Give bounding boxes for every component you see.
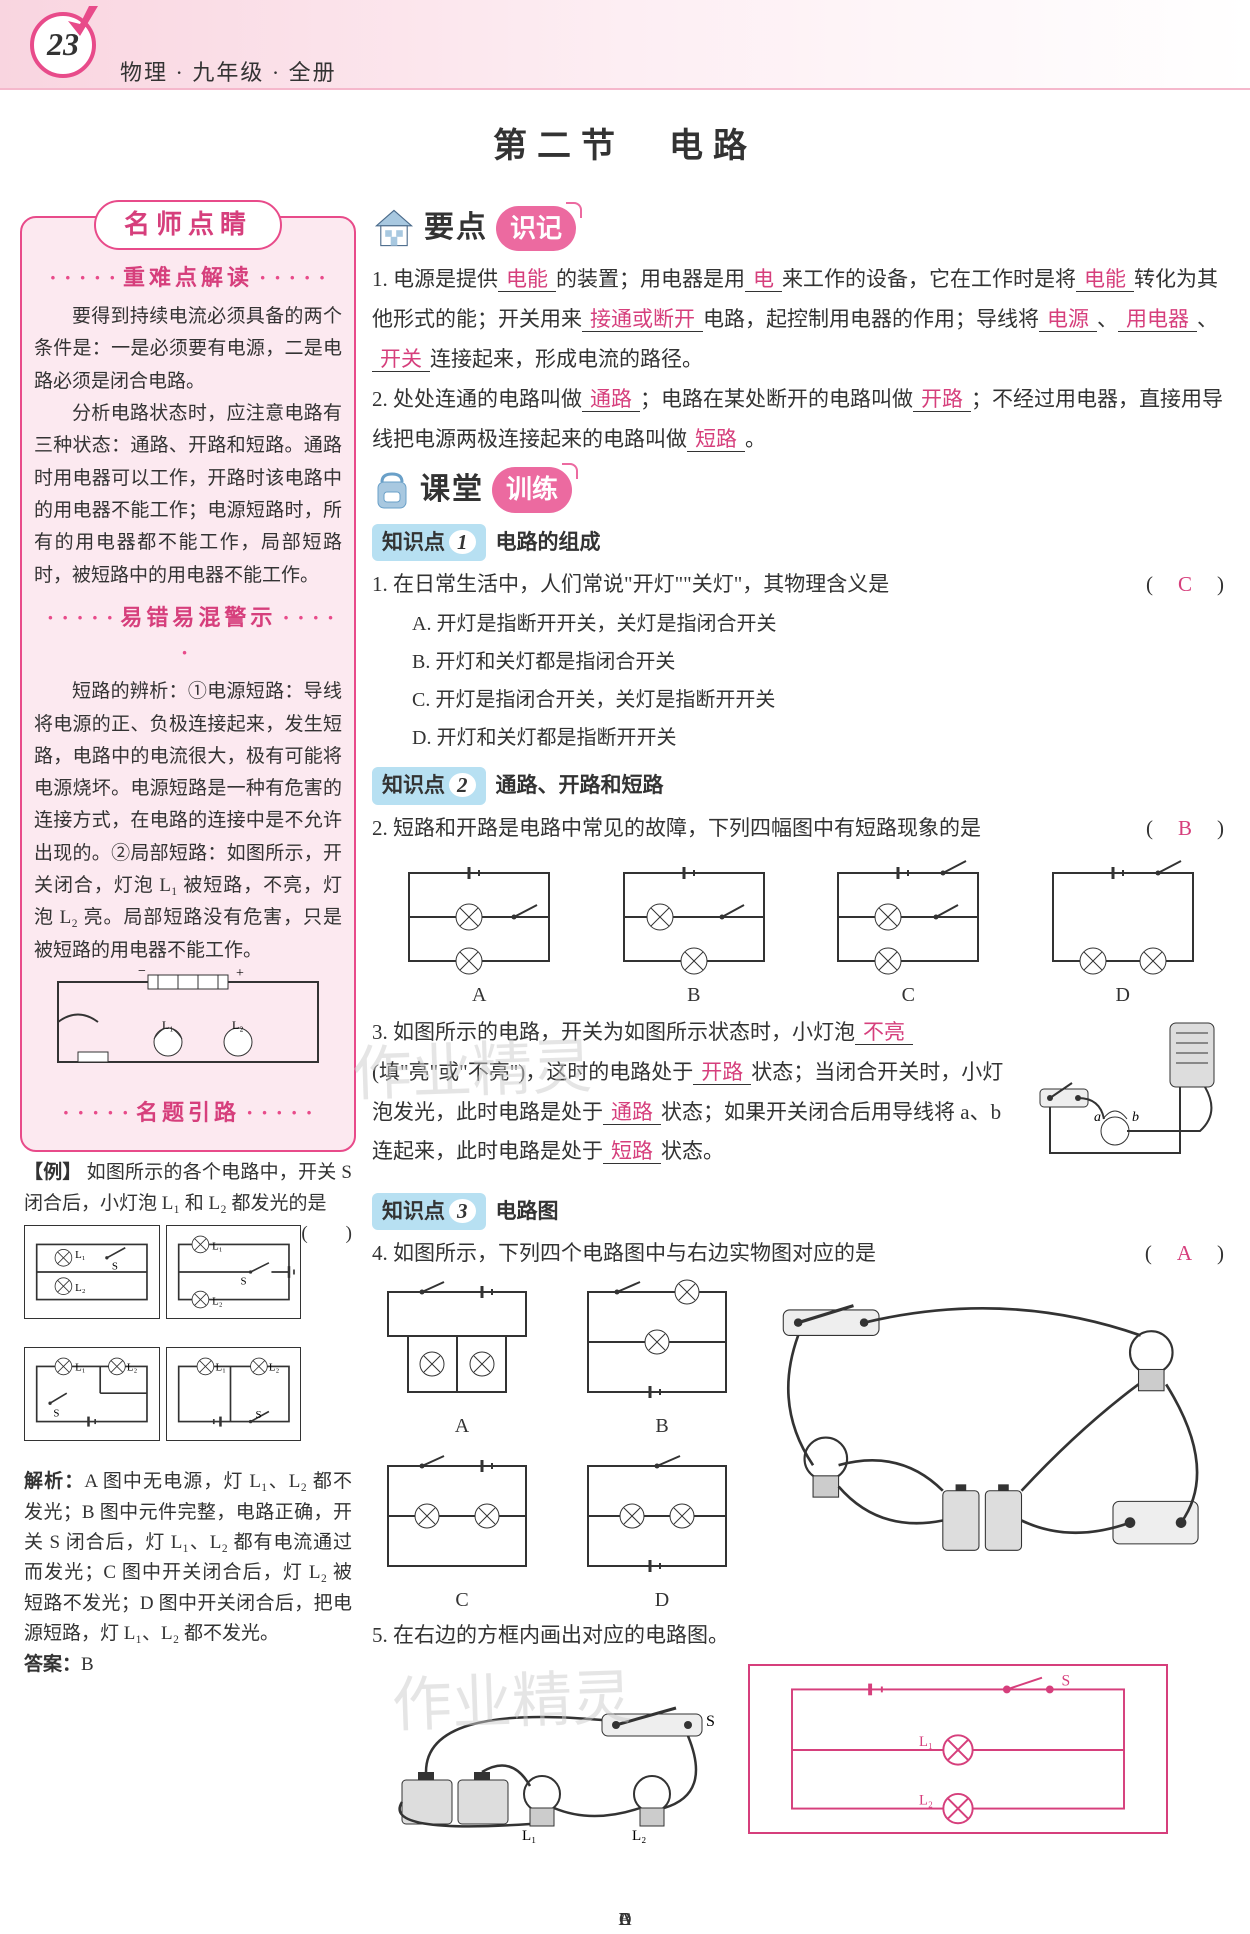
sub-heading-2: 易错易混警示 bbox=[34, 600, 342, 670]
page-number-badge: 23 bbox=[30, 12, 96, 78]
mistake-p: 短路的辨析：①电源短路：导线将电源的正、负极连接起来，发生短路，电路中的电流很大… bbox=[34, 676, 342, 967]
question-4: 4. 如图所示，下列四个电路图中与右边实物图对应的是 ( A ) bbox=[372, 1234, 1230, 1274]
difficulty-p1: 要得到持续电流必须具备的两个条件是：一是必须要有电源，二是电路必须是闭合电路。 bbox=[34, 301, 342, 398]
svg-text:S: S bbox=[53, 1408, 59, 1420]
jiexi-label: 解析： bbox=[24, 1471, 84, 1492]
q5-row: 作业精灵 S L₁ L₂ bbox=[372, 1664, 1230, 1854]
svg-text:b: b bbox=[1132, 1110, 1139, 1125]
svg-text:L₂: L₂ bbox=[232, 1018, 244, 1032]
example-prefix: 【例】 bbox=[24, 1162, 82, 1183]
kp-row-2: 知识点2 通路、开路和短路 bbox=[372, 767, 1230, 805]
svg-text:+: + bbox=[236, 967, 244, 981]
section-head-ketang: 课堂 训练 bbox=[372, 466, 1230, 514]
yd-item-2: 2. 处处连通的电路叫做通路；电路在某处断开的电路叫做开路；不经过用电器，直接用… bbox=[372, 380, 1230, 460]
question-5: 5. 在右边的方框内画出对应的电路图。 bbox=[372, 1616, 1230, 1656]
yaodian-title: 要点 bbox=[424, 204, 488, 252]
ketang-title: 课堂 bbox=[420, 466, 484, 514]
example-paren: ( ) bbox=[301, 1219, 352, 1249]
svg-text:S: S bbox=[112, 1261, 118, 1273]
jiexi-text: A 图中无电源，灯 L₁、L₂ 都不发光；B 图中元件完整，电路正确，开关 S … bbox=[24, 1471, 352, 1644]
kp-row-3: 知识点3 电路图 bbox=[372, 1193, 1230, 1231]
q2-circuit-c bbox=[818, 857, 998, 977]
svg-text:S: S bbox=[240, 1276, 246, 1288]
q5-answer-box: S L₁ L₂ bbox=[748, 1664, 1168, 1834]
question-1: 1. 在日常生活中，人们常说"开灯""关灯"，其物理含义是 ( C ) bbox=[372, 565, 1230, 605]
svg-text:−: − bbox=[138, 967, 146, 979]
q1-opt-a: A. 开灯是指断开开关，关灯是指闭合开关 bbox=[412, 605, 1230, 643]
section-title: 第二节 电路 bbox=[0, 120, 1250, 174]
q4-circuit-b bbox=[572, 1278, 742, 1408]
ketang-pill: 训练 bbox=[492, 467, 572, 513]
svg-text:L₁: L₁ bbox=[212, 1241, 223, 1253]
svg-text:L₂: L₂ bbox=[919, 1793, 933, 1809]
kp-row-1: 知识点1 电路的组成 bbox=[372, 524, 1230, 562]
kp2-title: 通路、开路和短路 bbox=[496, 769, 664, 803]
teacher-box: 名师点睛 重难点解读 要得到持续电流必须具备的两个条件是：一是必须要有电源，二是… bbox=[20, 216, 356, 1152]
example-circuit-a: L₁ L₂ S bbox=[24, 1225, 160, 1319]
answer-value: B bbox=[81, 1654, 94, 1675]
q2-circuit-d bbox=[1033, 857, 1213, 977]
q4-figures: A B bbox=[372, 1278, 1230, 1616]
example-circuit-b: L₁ L₂ S bbox=[166, 1225, 302, 1319]
svg-text:L₂: L₂ bbox=[632, 1828, 646, 1844]
q1-opt-b: B. 开灯和关灯都是指闭合开关 bbox=[412, 643, 1230, 681]
svg-text:L₂: L₂ bbox=[269, 1362, 280, 1374]
ex-label-d: D bbox=[619, 1905, 632, 1934]
q4-circuit-d bbox=[572, 1452, 742, 1582]
teacher-caption: 名师点睛 bbox=[94, 200, 282, 250]
example-circuit-c: L₁ L₂ S bbox=[24, 1347, 160, 1441]
svg-text:L₁: L₁ bbox=[919, 1734, 933, 1750]
example-block: 【例】 如图所示的各个电路中，开关 S 闭合后，小灯泡 L₁ 和 L₂ 都发光的… bbox=[20, 1152, 356, 1680]
page-header: 23 物理 · 九年级 · 全册 bbox=[0, 0, 1250, 90]
question-2: 2. 短路和开路是电路中常见的故障，下列四幅图中有短路现象的是 ( B ) bbox=[372, 809, 1230, 849]
answer-label: 答案： bbox=[24, 1654, 81, 1675]
short-circuit-diagram: − + L₁ L₂ bbox=[34, 967, 342, 1077]
bag-icon bbox=[372, 468, 412, 512]
kp1-title: 电路的组成 bbox=[496, 526, 601, 560]
q5-physical-figure: S L₁ L₂ bbox=[372, 1664, 732, 1854]
svg-text:S: S bbox=[255, 1409, 261, 1421]
svg-text:L₂: L₂ bbox=[212, 1296, 223, 1308]
svg-text:L₁: L₁ bbox=[522, 1828, 536, 1844]
left-column: 名师点睛 重难点解读 要得到持续电流必须具备的两个条件是：一是必须要有电源，二是… bbox=[20, 198, 356, 1854]
sub-heading-3: 名题引路 bbox=[34, 1095, 342, 1130]
svg-text:a: a bbox=[1094, 1110, 1101, 1125]
example-circuit-d: L₁ L₂ S bbox=[166, 1347, 302, 1441]
q4-circuit-c bbox=[372, 1452, 542, 1582]
right-column: 要点 识记 1. 电源是提供电能的装置；用电器是用电来工作的设备，它在工作时是将… bbox=[372, 198, 1230, 1854]
q2-circuit-a bbox=[389, 857, 569, 977]
q4-circuit-a bbox=[372, 1278, 542, 1408]
q2-circuit-b bbox=[604, 857, 784, 977]
svg-text:L₁: L₁ bbox=[75, 1249, 86, 1261]
difficulty-p2: 分析电路状态时，应注意电路有三种状态：通路、开路和短路。通路时用电器可以工作，开… bbox=[34, 398, 342, 592]
svg-text:L₂: L₂ bbox=[75, 1282, 86, 1294]
book-title: 物理 · 九年级 · 全册 bbox=[120, 55, 337, 90]
svg-text:L₁: L₁ bbox=[215, 1362, 226, 1374]
yd-item-1: 1. 电源是提供电能的装置；用电器是用电来工作的设备，它在工作时是将电能转化为其… bbox=[372, 260, 1230, 380]
house-icon bbox=[372, 206, 416, 250]
svg-text:S: S bbox=[706, 1713, 715, 1730]
svg-text:S: S bbox=[1062, 1673, 1071, 1690]
svg-text:L₁: L₁ bbox=[75, 1362, 86, 1374]
example-circuits-grid: L₁ L₂ S A bbox=[24, 1225, 301, 1441]
page-number: 23 bbox=[47, 19, 79, 70]
question-3: 作业精灵 3. 如图所示的电路，开关为如图所示状态时，小灯泡不亮(填"亮"或"不… bbox=[372, 1013, 1230, 1183]
q2-circuits: A B bbox=[372, 857, 1230, 1011]
svg-text:L₂: L₂ bbox=[127, 1362, 138, 1374]
yaodian-pill: 识记 bbox=[496, 206, 576, 252]
section-head-yaodian: 要点 识记 bbox=[372, 204, 1230, 252]
q4-physical-figure bbox=[762, 1278, 1230, 1586]
sub-heading-1: 重难点解读 bbox=[34, 260, 342, 295]
kp3-title: 电路图 bbox=[496, 1195, 559, 1229]
q1-opt-c: C. 开灯是指闭合开关，关灯是指断开开关 bbox=[412, 681, 1230, 719]
q3-figure: a b bbox=[1020, 1013, 1230, 1183]
q1-opt-d: D. 开灯和关灯都是指断开开关 bbox=[412, 719, 1230, 757]
svg-text:L₁: L₁ bbox=[162, 1018, 174, 1032]
q1-options: A. 开灯是指断开开关，关灯是指闭合开关 B. 开灯和关灯都是指闭合开关 C. … bbox=[372, 605, 1230, 757]
